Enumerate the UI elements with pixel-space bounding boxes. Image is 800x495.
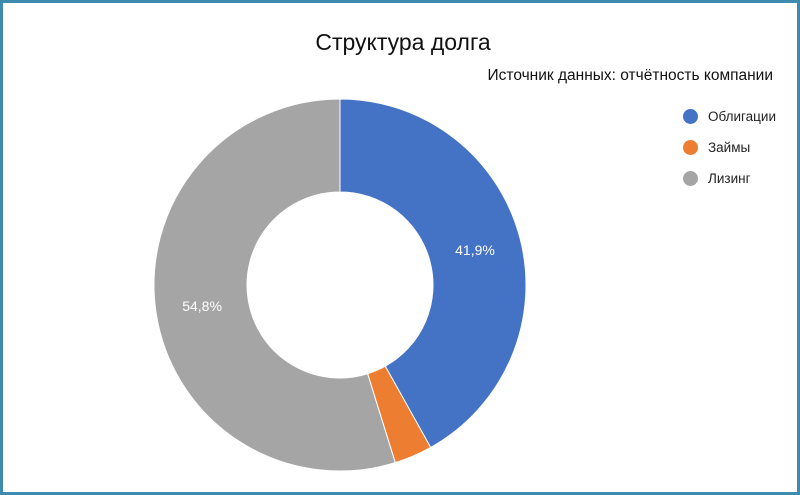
legend: Облигации Займы Лизинг (683, 101, 776, 194)
legend-label-loans: Займы (708, 140, 751, 155)
legend-item-bonds[interactable]: Облигации (683, 101, 776, 132)
legend-label-bonds: Облигации (708, 109, 776, 124)
legend-swatch-loans (683, 140, 698, 155)
slice-bonds[interactable] (339, 98, 527, 449)
legend-item-loans[interactable]: Займы (683, 132, 776, 163)
chart-title: Структура долга (315, 29, 491, 55)
legend-swatch-bonds (683, 109, 698, 124)
data-label-leasing: 54,8% (182, 298, 222, 314)
data-label-bonds: 41,9% (455, 242, 495, 258)
legend-item-leasing[interactable]: Лизинг (683, 163, 776, 194)
chart-subtitle: Источник данных: отчётность компании (487, 67, 773, 84)
legend-swatch-leasing (683, 171, 698, 186)
legend-label-leasing: Лизинг (708, 171, 751, 186)
slice-leasing[interactable] (153, 98, 396, 472)
